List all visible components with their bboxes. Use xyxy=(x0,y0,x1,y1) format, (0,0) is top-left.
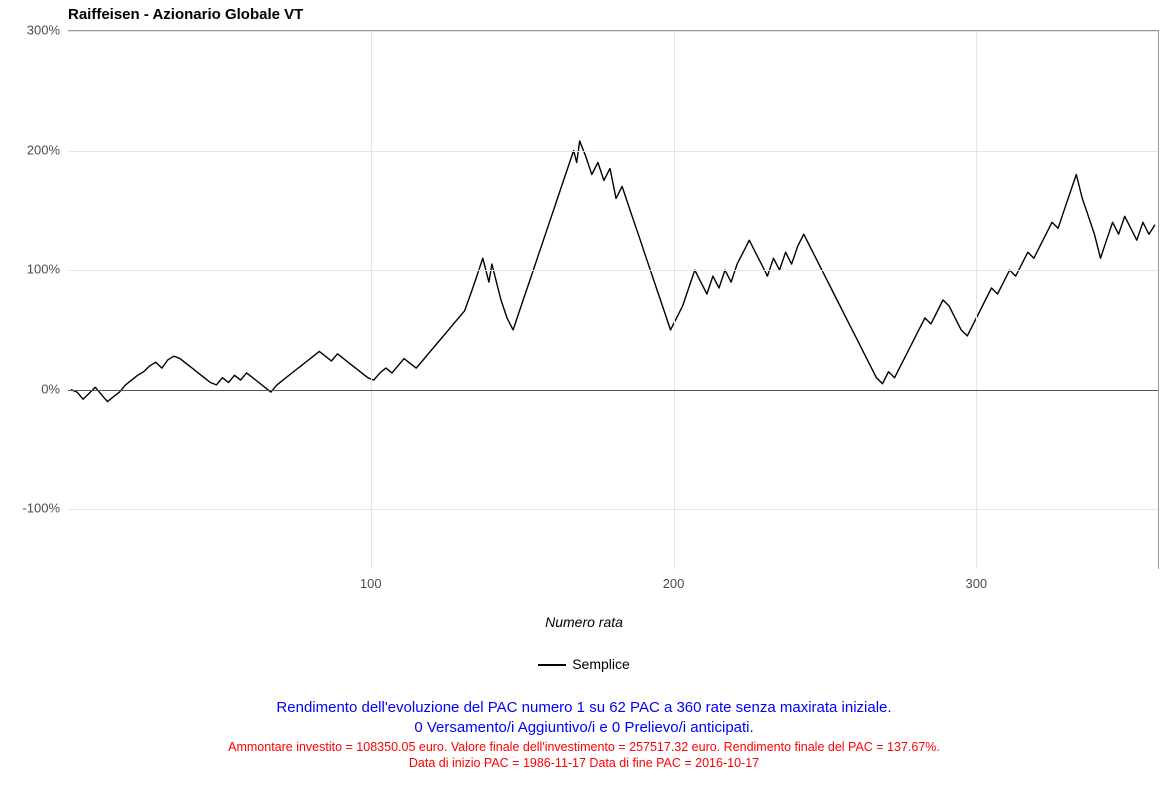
legend-swatch xyxy=(538,664,566,666)
x-tick-label: 300 xyxy=(965,576,987,591)
line-series xyxy=(68,31,1158,569)
y-tick-label: 100% xyxy=(5,262,60,277)
x-axis-title: Numero rata xyxy=(0,614,1168,630)
y-tick-label: 0% xyxy=(5,381,60,396)
chart-title: Raiffeisen - Azionario Globale VT xyxy=(68,6,303,23)
series-line xyxy=(71,141,1155,402)
zero-line xyxy=(68,390,1158,391)
vgrid-line xyxy=(371,31,372,569)
x-tick-label: 100 xyxy=(360,576,382,591)
hgrid-line xyxy=(68,151,1158,152)
y-tick-label: 200% xyxy=(5,142,60,157)
hgrid-line xyxy=(68,31,1158,32)
caption-line-1: Rendimento dell'evoluzione del PAC numer… xyxy=(0,698,1168,718)
caption-line-2: 0 Versamento/i Aggiuntivo/i e 0 Prelievo… xyxy=(0,718,1168,738)
x-tick-label: 200 xyxy=(663,576,685,591)
vgrid-line xyxy=(976,31,977,569)
caption-block: Rendimento dell'evoluzione del PAC numer… xyxy=(0,698,1168,772)
legend: Semplice xyxy=(0,656,1168,672)
caption-line-4: Data di inizio PAC = 1986-11-17 Data di … xyxy=(0,755,1168,772)
hgrid-line xyxy=(68,270,1158,271)
y-tick-label: -100% xyxy=(5,501,60,516)
caption-line-3: Ammontare investito = 108350.05 euro. Va… xyxy=(0,739,1168,756)
plot-area xyxy=(68,30,1159,569)
vgrid-line xyxy=(674,31,675,569)
hgrid-line xyxy=(68,509,1158,510)
y-tick-label: 300% xyxy=(5,23,60,38)
legend-label: Semplice xyxy=(572,656,630,672)
